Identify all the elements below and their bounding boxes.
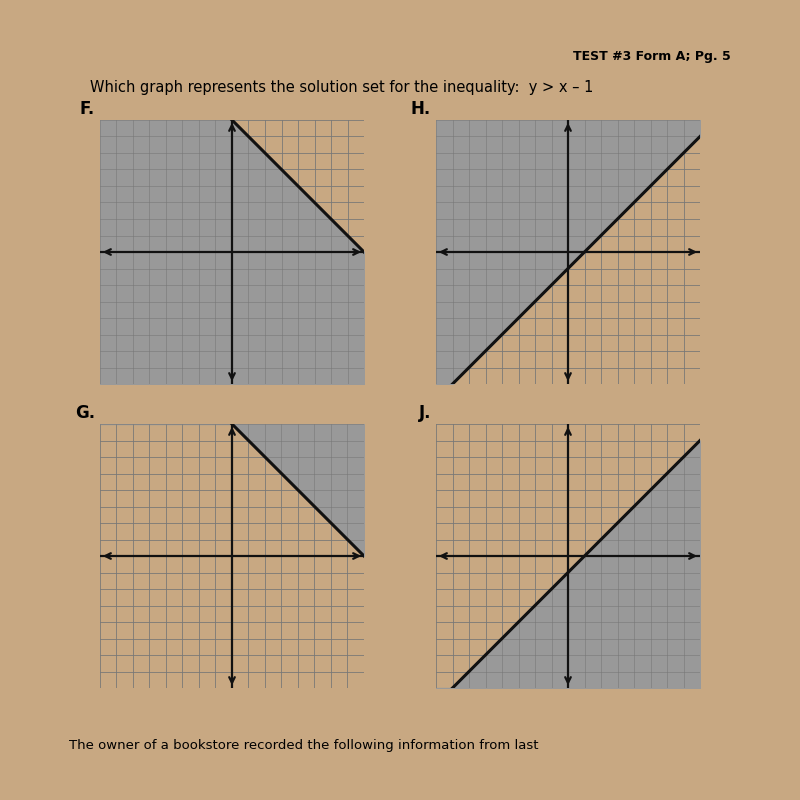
Text: H.: H. [411,99,431,118]
Text: J.: J. [418,403,431,422]
Text: Which graph represents the solution set for the inequality:  y > x – 1: Which graph represents the solution set … [90,80,594,95]
Text: G.: G. [75,403,95,422]
Text: F.: F. [80,99,95,118]
Text: TEST #3 Form A; Pg. 5: TEST #3 Form A; Pg. 5 [573,50,731,63]
Text: The owner of a bookstore recorded the following information from last: The owner of a bookstore recorded the fo… [69,739,538,752]
